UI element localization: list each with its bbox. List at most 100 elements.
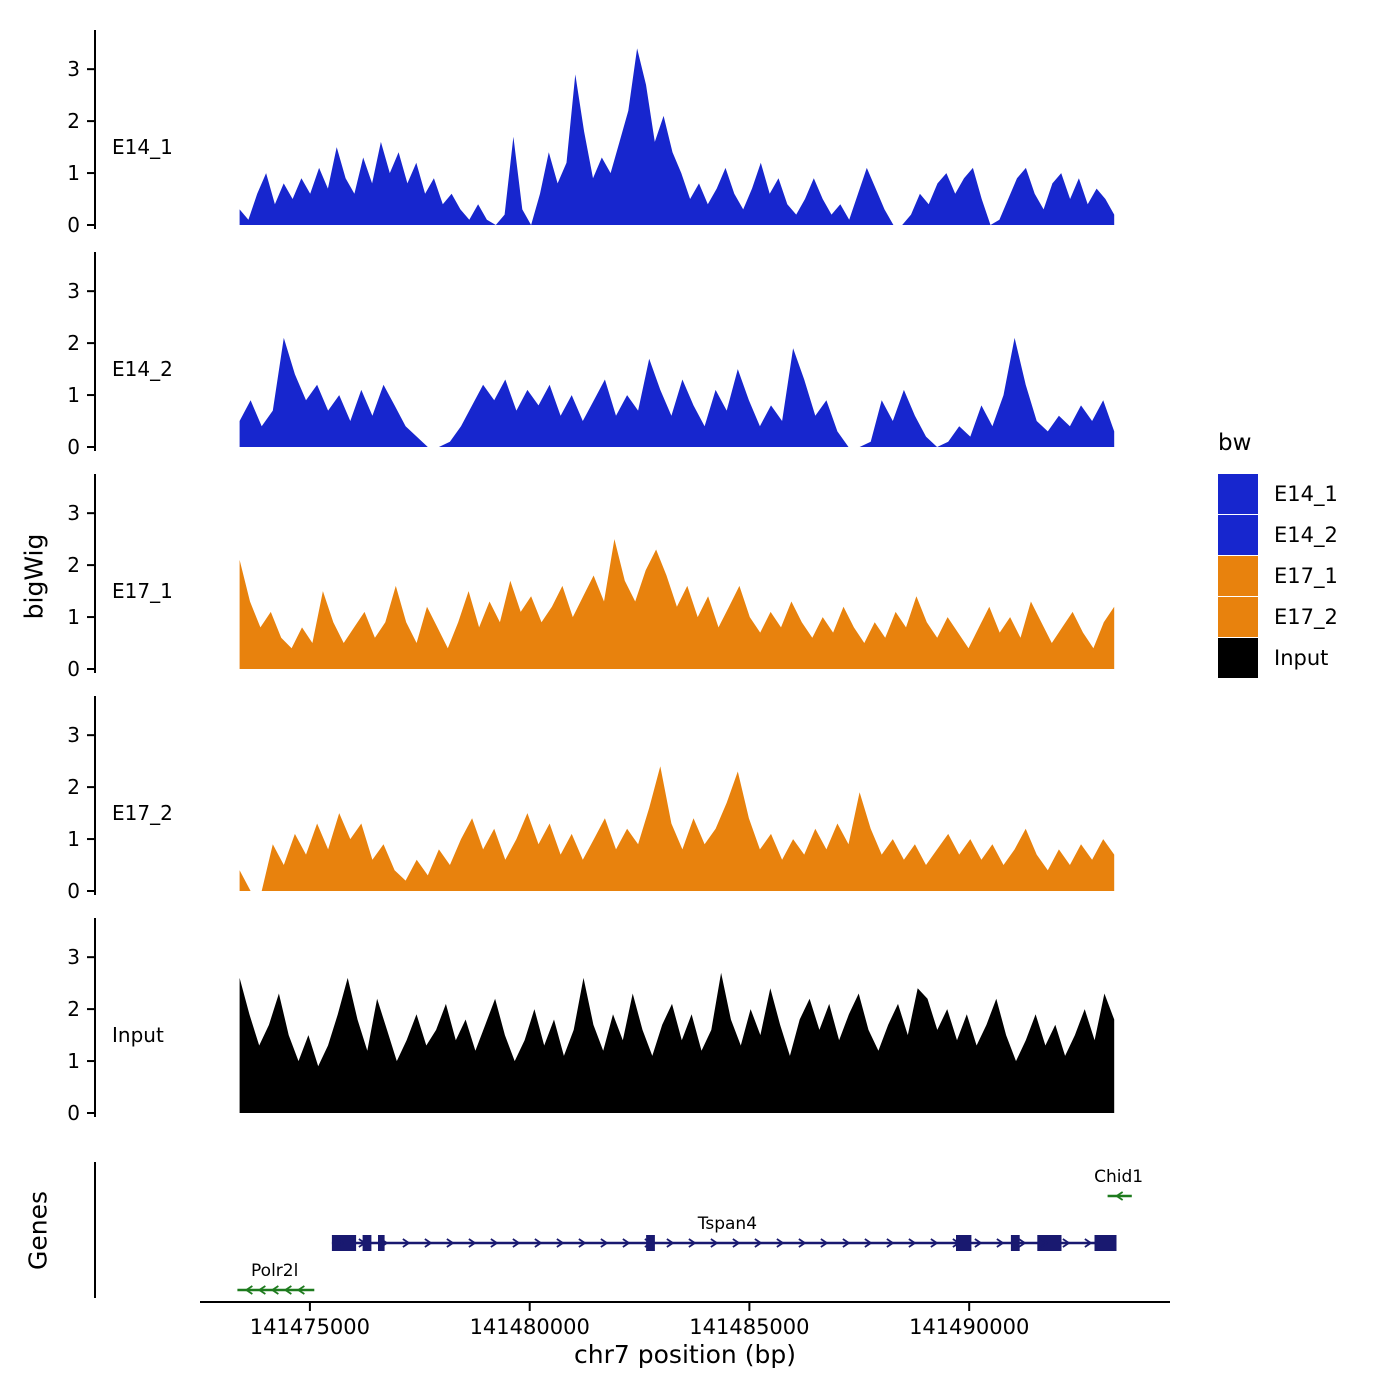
track-label-Input: Input bbox=[112, 1023, 164, 1047]
gene-strand-arrow-icon bbox=[688, 1238, 697, 1248]
y-tick-label: 3 bbox=[67, 945, 80, 969]
track-area-E14_2 bbox=[239, 337, 1115, 447]
gene-strand-arrow-icon bbox=[1115, 1191, 1124, 1201]
y-tick-label: 0 bbox=[67, 213, 80, 237]
gene-strand-arrow-icon bbox=[336, 1238, 345, 1248]
track-label-E14_1: E14_1 bbox=[112, 135, 173, 159]
y-tick-label: 0 bbox=[67, 879, 80, 903]
y-tick-label: 2 bbox=[67, 331, 80, 355]
y-tick-label: 3 bbox=[67, 279, 80, 303]
legend-label: Input bbox=[1274, 646, 1329, 670]
legend-swatch-icon bbox=[1218, 556, 1258, 596]
y-axis-title-bigwig: bigWig bbox=[19, 533, 49, 620]
y-tick-label: 1 bbox=[67, 827, 80, 851]
legend: bw E14_1 E14_2 E17_1 E17_2 Input bbox=[1218, 430, 1338, 679]
legend-item-E17_1: E17_1 bbox=[1218, 556, 1338, 596]
legend-swatch-icon bbox=[1218, 597, 1258, 637]
gene-strand-arrow-icon bbox=[490, 1238, 499, 1248]
track-label-E14_2: E14_2 bbox=[112, 357, 173, 381]
gene-strand-arrow-icon bbox=[732, 1238, 741, 1248]
legend-label: E17_2 bbox=[1274, 605, 1338, 629]
x-tick-label: 141480000 bbox=[470, 1315, 590, 1339]
legend-items: E14_1 E14_2 E17_1 E17_2 Input bbox=[1218, 474, 1338, 678]
gene-strand-arrow-icon bbox=[446, 1238, 455, 1248]
legend-swatch-icon bbox=[1218, 515, 1258, 555]
y-tick-label: 1 bbox=[67, 383, 80, 407]
y-tick-label: 3 bbox=[67, 723, 80, 747]
gene-strand-arrow-icon bbox=[666, 1238, 675, 1248]
gene-strand-arrow-icon bbox=[798, 1238, 807, 1248]
y-tick-label: 3 bbox=[67, 501, 80, 525]
track-label-E17_1: E17_1 bbox=[112, 579, 173, 603]
gene-strand-arrow-icon bbox=[1062, 1238, 1071, 1248]
legend-label: E14_2 bbox=[1274, 523, 1338, 547]
gene-strand-arrow-icon bbox=[1018, 1238, 1027, 1248]
gene-strand-arrow-icon bbox=[710, 1238, 719, 1248]
gene-strand-arrow-icon bbox=[283, 1285, 292, 1295]
gene-strand-arrow-icon bbox=[644, 1238, 653, 1248]
legend-swatch-icon bbox=[1218, 638, 1258, 678]
y-tick-label: 2 bbox=[67, 775, 80, 799]
y-tick-label: 0 bbox=[67, 657, 80, 681]
gene-exon-Tspan4 bbox=[956, 1235, 972, 1251]
x-axis-title: chr7 position (bp) bbox=[574, 1340, 796, 1369]
gene-strand-arrow-icon bbox=[270, 1285, 279, 1295]
x-tick-label: 141490000 bbox=[909, 1315, 1029, 1339]
gene-strand-arrow-icon bbox=[864, 1238, 873, 1248]
gene-strand-arrow-icon bbox=[257, 1285, 266, 1295]
gene-strand-arrow-icon bbox=[512, 1238, 521, 1248]
y-tick-label: 1 bbox=[67, 605, 80, 629]
legend-label: E14_1 bbox=[1274, 482, 1338, 506]
x-tick-label: 141475000 bbox=[250, 1315, 370, 1339]
y-tick-label: 2 bbox=[67, 997, 80, 1021]
track-label-E17_2: E17_2 bbox=[112, 801, 173, 825]
gene-strand-arrow-icon bbox=[296, 1285, 305, 1295]
gene-label-Tspan4: Tspan4 bbox=[697, 1214, 757, 1234]
track-area-E17_1 bbox=[239, 539, 1115, 669]
legend-item-E14_2: E14_2 bbox=[1218, 515, 1338, 555]
gene-strand-arrow-icon bbox=[556, 1238, 565, 1248]
gene-strand-arrow-icon bbox=[1040, 1238, 1049, 1248]
y-tick-label: 0 bbox=[67, 435, 80, 459]
y-tick-label: 1 bbox=[67, 1049, 80, 1073]
gene-strand-arrow-icon bbox=[402, 1238, 411, 1248]
gene-exon-Tspan4 bbox=[1037, 1235, 1062, 1251]
y-tick-label: 2 bbox=[67, 553, 80, 577]
gene-label-Polr2l: Polr2l bbox=[251, 1261, 298, 1281]
gene-exon-Tspan4 bbox=[1010, 1235, 1020, 1251]
y-axis-title-genes: Genes bbox=[23, 1191, 53, 1271]
gene-strand-arrow-icon bbox=[886, 1238, 895, 1248]
gene-exon-Tspan4 bbox=[362, 1235, 372, 1251]
gene-strand-arrow-icon bbox=[842, 1238, 851, 1248]
gene-strand-arrow-icon bbox=[754, 1238, 763, 1248]
gene-strand-arrow-icon bbox=[908, 1238, 917, 1248]
gene-strand-arrow-icon bbox=[776, 1238, 785, 1248]
gene-strand-arrow-icon bbox=[358, 1238, 367, 1248]
gene-strand-arrow-icon bbox=[930, 1238, 939, 1248]
y-tick-label: 2 bbox=[67, 109, 80, 133]
gene-strand-arrow-icon bbox=[952, 1238, 961, 1248]
gene-strand-arrow-icon bbox=[1084, 1238, 1093, 1248]
legend-label: E17_1 bbox=[1274, 564, 1338, 588]
y-tick-label: 1 bbox=[67, 161, 80, 185]
y-tick-label: 3 bbox=[67, 57, 80, 81]
y-tick-label: 0 bbox=[67, 1101, 80, 1125]
gene-strand-arrow-icon bbox=[622, 1238, 631, 1248]
legend-item-Input: Input bbox=[1218, 638, 1338, 678]
legend-item-E14_1: E14_1 bbox=[1218, 474, 1338, 514]
gene-strand-arrow-icon bbox=[244, 1285, 253, 1295]
gene-strand-arrow-icon bbox=[820, 1238, 829, 1248]
gene-strand-arrow-icon bbox=[578, 1238, 587, 1248]
gene-exon-Tspan4 bbox=[1094, 1235, 1117, 1251]
gene-strand-arrow-icon bbox=[996, 1238, 1005, 1248]
gene-label-Chid1: Chid1 bbox=[1094, 1167, 1143, 1187]
track-area-E17_2 bbox=[239, 766, 1115, 891]
gene-strand-arrow-icon bbox=[974, 1238, 983, 1248]
gene-strand-arrow-icon bbox=[380, 1238, 389, 1248]
legend-title: bw bbox=[1218, 430, 1252, 456]
x-tick-label: 141485000 bbox=[689, 1315, 809, 1339]
track-area-Input bbox=[239, 972, 1115, 1113]
gene-strand-arrow-icon bbox=[534, 1238, 543, 1248]
